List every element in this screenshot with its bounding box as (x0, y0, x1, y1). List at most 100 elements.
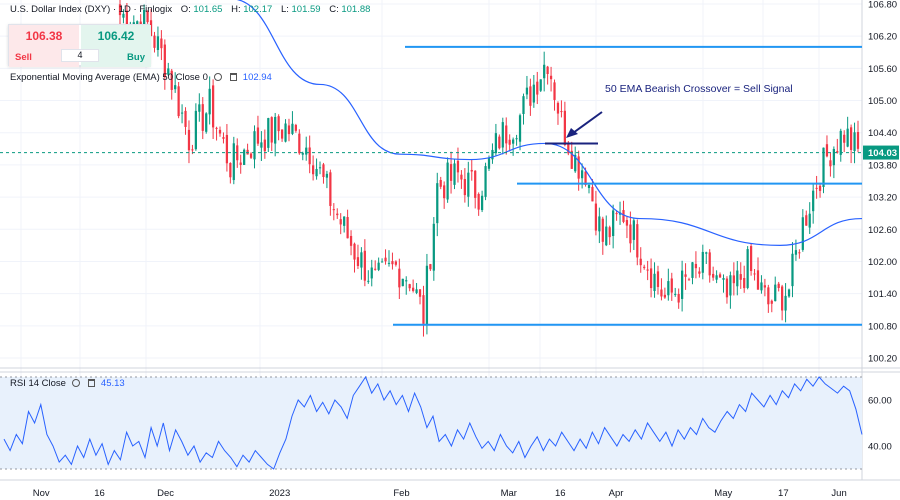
rsi-tick-label: 40.00 (868, 442, 892, 453)
candle-body (363, 250, 366, 281)
candle-body (691, 262, 694, 278)
candle-down (646, 260, 649, 281)
candle-body (177, 86, 180, 117)
candle-body (187, 129, 191, 151)
candle-body (522, 96, 525, 114)
candle-up (812, 183, 815, 224)
candle-body (453, 163, 456, 185)
candle-up (574, 146, 577, 173)
candle-body (770, 300, 773, 304)
candle-down (298, 129, 301, 155)
candle-down (456, 147, 460, 183)
candle-down (660, 278, 663, 301)
price-tick-label: 100.20 (868, 354, 897, 365)
candle-up (705, 251, 708, 265)
candle-up (305, 136, 308, 161)
candle-body (301, 153, 304, 155)
candle-body (577, 156, 580, 179)
candle-down (622, 200, 625, 224)
candle-body (832, 148, 835, 166)
candle-body (739, 274, 742, 280)
candle-down (508, 134, 511, 152)
candle-up (446, 157, 449, 203)
candle-up (380, 258, 384, 263)
candle-body (215, 127, 218, 129)
candle-up (315, 158, 318, 180)
candle-down (256, 115, 260, 146)
candle-body (784, 295, 787, 311)
quantity-input[interactable]: 4 (61, 49, 99, 62)
candle-body (567, 143, 570, 154)
candle-body (546, 66, 549, 75)
candle-body (743, 277, 746, 289)
candle-down (556, 101, 560, 125)
sell-price: 106.38 (25, 29, 63, 43)
candle-up (746, 246, 749, 290)
candle-up (156, 26, 160, 57)
candle-body (263, 139, 266, 152)
candle-up (605, 215, 608, 247)
delete-icon[interactable] (88, 379, 96, 387)
candle-body (387, 262, 391, 264)
candle-body (532, 84, 535, 103)
candle-down (601, 216, 604, 255)
candle-up (432, 217, 435, 281)
candle-body (432, 223, 435, 271)
candle-up (360, 247, 363, 280)
candle-down (449, 151, 453, 194)
annotation-arrowhead (566, 128, 578, 138)
candle-body (467, 172, 470, 197)
candle-up (543, 51, 546, 92)
candle-body (236, 145, 239, 161)
candle-body (156, 36, 160, 51)
sell-button[interactable]: Sell (15, 52, 32, 63)
settings-icon[interactable] (71, 379, 80, 387)
candle-body (401, 278, 404, 287)
candle-body (456, 160, 460, 173)
candle-down (163, 39, 166, 90)
candle-up (370, 259, 373, 287)
candle-down (836, 138, 839, 154)
candle-body (698, 271, 701, 274)
candle-body (346, 217, 349, 239)
candle-down (756, 257, 760, 290)
candle-body (560, 111, 563, 113)
price-tick-label: 101.40 (868, 289, 897, 300)
candle-body (812, 190, 815, 212)
candle-down (725, 276, 729, 304)
candle-up (701, 244, 704, 280)
candle-body (839, 130, 842, 155)
candle-down (505, 117, 508, 155)
candle-down (394, 260, 398, 267)
candle-up (180, 104, 184, 124)
high-value: 102.17 (243, 4, 273, 15)
candle-body (629, 224, 632, 244)
candle-down (177, 82, 180, 119)
candle-down (463, 168, 466, 203)
candle-body (763, 285, 767, 288)
candle-down (698, 267, 701, 278)
candle-body (543, 64, 546, 79)
candle-body (660, 289, 663, 297)
settings-icon[interactable] (213, 73, 222, 81)
candle-body (146, 10, 149, 23)
candle-up (174, 72, 177, 93)
price-tick-label: 106.20 (868, 32, 897, 43)
candle-body (587, 185, 591, 189)
candle-body (856, 132, 860, 149)
buy-button[interactable]: Buy (127, 52, 145, 63)
candle-down (529, 78, 532, 116)
candle-body (398, 268, 401, 288)
candle-body (312, 165, 315, 175)
candle-down (184, 107, 187, 135)
candle-down (594, 190, 598, 236)
candle-body (829, 160, 832, 167)
buy-box[interactable]: 106.42 Buy (81, 25, 151, 67)
candle-body (291, 123, 294, 134)
candle-body (694, 263, 698, 269)
candle-up (480, 190, 484, 213)
candle-up (539, 79, 542, 92)
delete-icon[interactable] (230, 73, 238, 81)
